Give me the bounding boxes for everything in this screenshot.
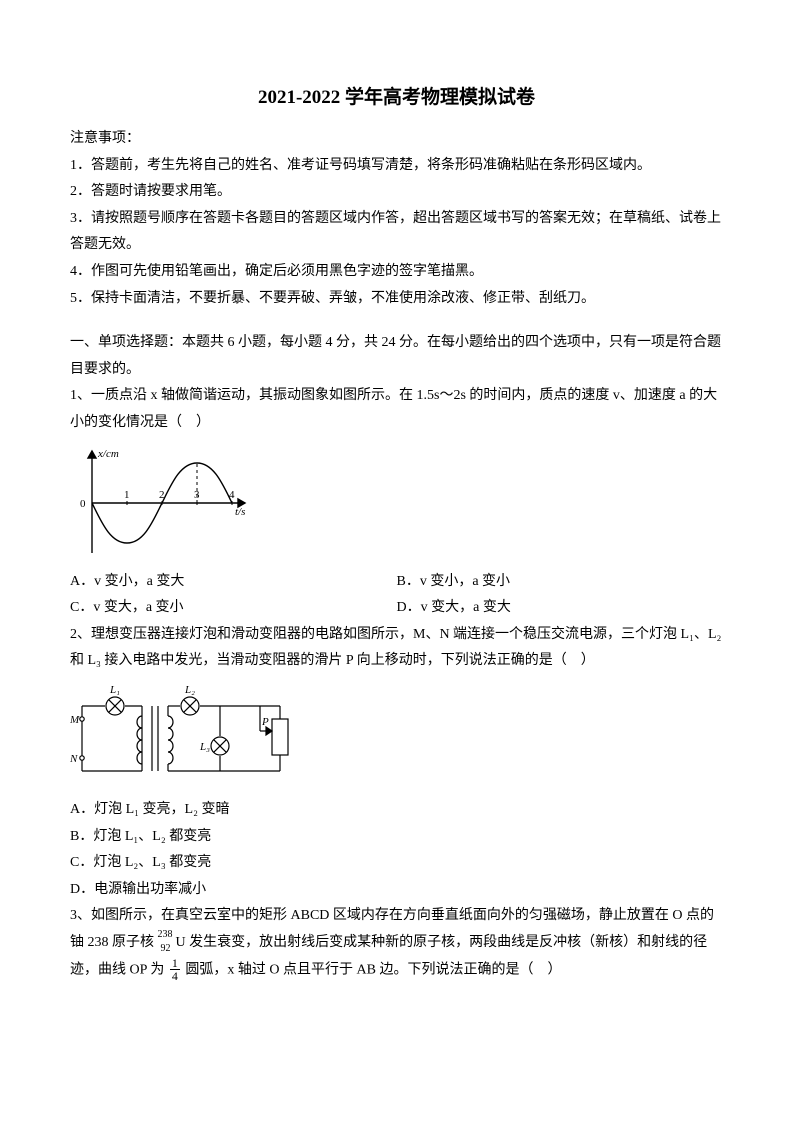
- exam-page: 2021-2022 学年高考物理模拟试卷 注意事项： 1．答题前，考生先将自己的…: [0, 0, 793, 1122]
- nuclide-atom: 92: [161, 944, 171, 954]
- notice-item: 3．请按照题号顺序在答题卡各题目的答题区域内作答，超出答题区域书写的答案无效；在…: [70, 206, 723, 259]
- q2-options: A．灯泡 L₁ 变亮，L₂ 变暗 B．灯泡 L₁、L₂ 都变亮 C．灯泡 L₂、…: [70, 797, 723, 903]
- q1-options: A．v 变小，a 变大 B．v 变小，a 变小: [70, 569, 723, 596]
- svg-text:N: N: [70, 753, 78, 765]
- svg-text:L₃: L₃: [199, 741, 210, 753]
- q2-optA: A．灯泡 L₁ 变亮，L₂ 变暗: [70, 797, 723, 824]
- svg-text:2: 2: [159, 489, 165, 501]
- svg-text:L₁: L₁: [109, 684, 120, 696]
- questions-block: 一、单项选择题：本题共 6 小题，每小题 4 分，共 24 分。在每小题给出的四…: [70, 330, 723, 983]
- fraction-one-quarter: 14: [170, 957, 180, 983]
- q1-optA: A．v 变小，a 变大: [70, 569, 397, 596]
- notice-item: 2．答题时请按要求用笔。: [70, 179, 723, 206]
- q1-optC: C．v 变大，a 变小: [70, 595, 397, 622]
- q1-optD: D．v 变大，a 变大: [397, 595, 724, 622]
- q3-stem: 3、如图所示，在真空云室中的矩形 ABCD 区域内存在方向垂直纸面向外的匀强磁场…: [70, 903, 723, 983]
- nuclide-u238: 23892U: [158, 936, 186, 950]
- notice-item: 4．作图可先使用铅笔画出，确定后必须用黑色字迹的签字笔描黑。: [70, 259, 723, 286]
- section1-heading: 一、单项选择题：本题共 6 小题，每小题 4 分，共 24 分。在每小题给出的四…: [70, 330, 723, 383]
- notice-heading: 注意事项：: [70, 126, 723, 153]
- q1-options: C．v 变大，a 变小 D．v 变大，a 变大: [70, 595, 723, 622]
- q2-stem-a: 2、理想变压器连接灯泡和滑动变阻器的电路如图所示，: [70, 627, 413, 642]
- q1-optB: B．v 变小，a 变小: [397, 569, 724, 596]
- frac-num: 1: [170, 957, 180, 971]
- nuclide-mass: 238: [158, 930, 173, 940]
- svg-text:4: 4: [229, 489, 235, 501]
- page-title: 2021-2022 学年高考物理模拟试卷: [70, 80, 723, 116]
- svg-text:P: P: [261, 716, 269, 728]
- q1-chart-svg: 0 1 2 3 4 t/s x/cm: [70, 443, 255, 563]
- svg-text:M: M: [70, 714, 80, 726]
- q1-figure: 0 1 2 3 4 t/s x/cm: [70, 443, 723, 563]
- svg-text:t/s: t/s: [235, 506, 245, 518]
- q2-optD: D．电源输出功率减小: [70, 877, 723, 904]
- notice-item: 5．保持卡面清洁，不要折暴、不要弄破、弄皱，不准使用涂改液、修正带、刮纸刀。: [70, 286, 723, 313]
- q1-stem: 1、一质点沿 x 轴做简谐运动，其振动图象如图所示。在 1.5s～2s 的时间内…: [70, 383, 723, 436]
- frac-den: 4: [170, 970, 180, 983]
- nuclide-sym: U: [176, 935, 186, 950]
- q3-stem-c: 圆弧，x 轴过 O 点且平行于 AB 边。下列说法正确的是（ ）: [182, 962, 562, 977]
- svg-text:3: 3: [194, 489, 200, 501]
- q2-optB: B．灯泡 L₁、L₂ 都变亮: [70, 824, 723, 851]
- svg-text:L₂: L₂: [184, 684, 195, 696]
- svg-text:0: 0: [80, 498, 86, 510]
- q2-figure: M N L₁ L₂ L₃ P: [70, 681, 723, 791]
- notice-item: 1．答题前，考生先将自己的姓名、准考证号码填写清楚，将条形码准确粘贴在条形码区域…: [70, 153, 723, 180]
- svg-text:1: 1: [124, 489, 130, 501]
- notice-block: 注意事项： 1．答题前，考生先将自己的姓名、准考证号码填写清楚，将条形码准确粘贴…: [70, 126, 723, 312]
- svg-text:x/cm: x/cm: [97, 448, 119, 460]
- q2-stem: 2、理想变压器连接灯泡和滑动变阻器的电路如图所示，M、N 端连接一个稳压交流电源…: [70, 622, 723, 675]
- q2-circuit-svg: M N L₁ L₂ L₃ P: [70, 681, 295, 791]
- q2-optC: C．灯泡 L₂、L₃ 都变亮: [70, 850, 723, 877]
